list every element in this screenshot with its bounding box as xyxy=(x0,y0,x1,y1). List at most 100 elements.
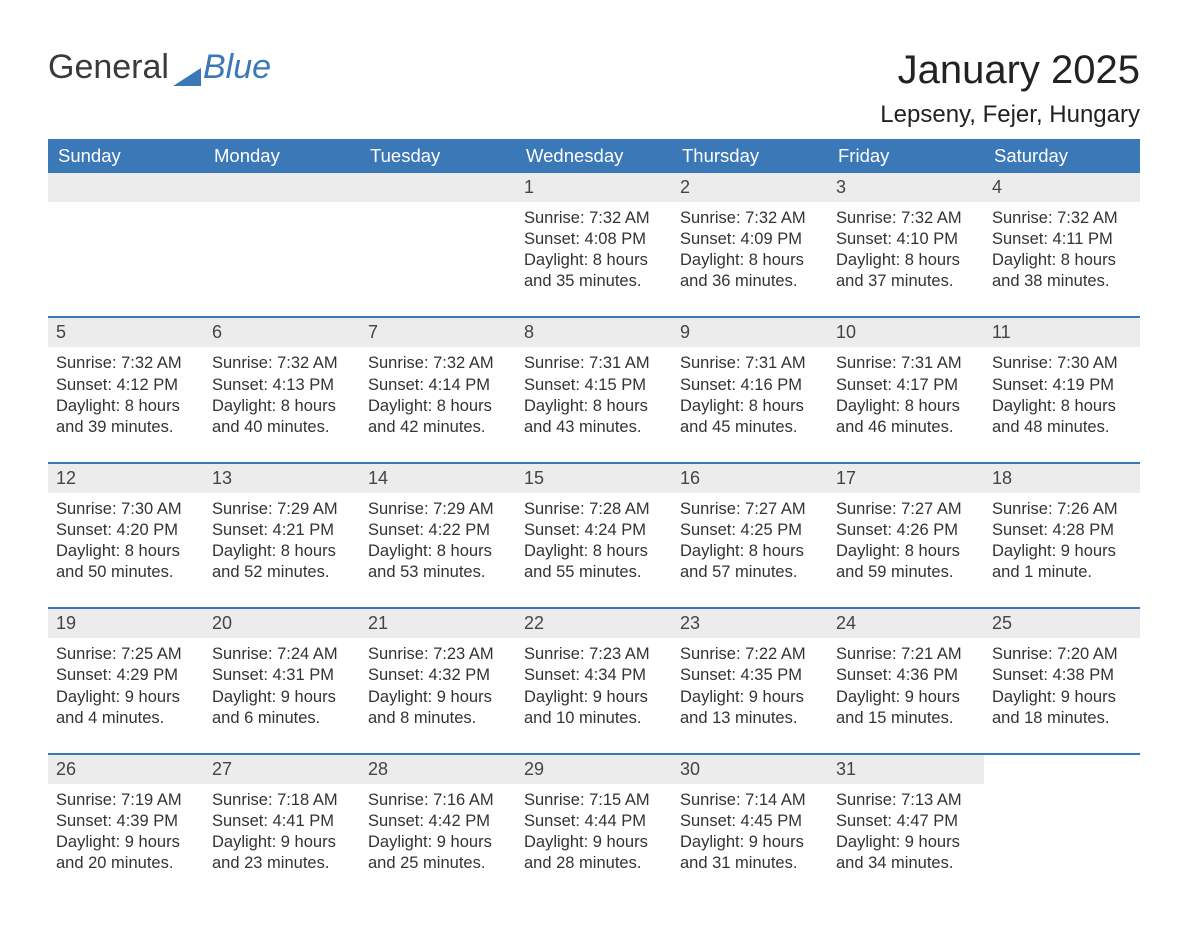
sunset-value: 4:36 PM xyxy=(836,666,958,684)
daylight-value: Daylight: 8 hours and 39 minutes. xyxy=(56,396,196,438)
day-data: 7:23 AM4:34 PMDaylight: 9 hours and 10 m… xyxy=(516,638,672,752)
sunrise-value: 7:27 AM xyxy=(680,500,806,518)
sunset-value: 4:16 PM xyxy=(680,376,802,394)
daylight-value: Daylight: 9 hours and 23 minutes. xyxy=(212,832,352,874)
sunset-value: 4:34 PM xyxy=(524,666,646,684)
day-data: 7:22 AM4:35 PMDaylight: 9 hours and 13 m… xyxy=(672,638,828,752)
sunset-value: 4:32 PM xyxy=(368,666,490,684)
day-data: 7:32 AM4:11 PMDaylight: 8 hours and 38 m… xyxy=(984,202,1140,316)
daylight-value: Daylight: 9 hours and 25 minutes. xyxy=(368,832,508,874)
daylight-value: Daylight: 9 hours and 10 minutes. xyxy=(524,687,664,729)
daylight-value: Daylight: 9 hours and 18 minutes. xyxy=(992,687,1132,729)
sunset-value: 4:14 PM xyxy=(368,376,490,394)
sunrise-value: 7:22 AM xyxy=(680,645,806,663)
day-number: 30 xyxy=(672,755,828,784)
day-number: 25 xyxy=(984,609,1140,638)
sunset-value: 4:42 PM xyxy=(368,812,490,830)
day-number: 7 xyxy=(360,318,516,347)
calendar-cell: 297:15 AM4:44 PMDaylight: 9 hours and 28… xyxy=(516,754,672,898)
calendar-cell: 287:16 AM4:42 PMDaylight: 9 hours and 25… xyxy=(360,754,516,898)
day-number: 24 xyxy=(828,609,984,638)
day-data: 7:27 AM4:26 PMDaylight: 8 hours and 59 m… xyxy=(828,493,984,607)
calendar-cell xyxy=(984,754,1140,898)
daylight-value: Daylight: 9 hours and 28 minutes. xyxy=(524,832,664,874)
calendar-cell: 137:29 AM4:21 PMDaylight: 8 hours and 52… xyxy=(204,463,360,608)
sunrise-value: 7:13 AM xyxy=(836,791,962,809)
calendar-head: Sunday Monday Tuesday Wednesday Thursday… xyxy=(48,139,1140,173)
weekday-header: Thursday xyxy=(672,139,828,173)
sunset-value: 4:19 PM xyxy=(992,376,1114,394)
sunset-value: 4:10 PM xyxy=(836,230,958,248)
day-data: 7:13 AM4:47 PMDaylight: 9 hours and 34 m… xyxy=(828,784,984,898)
day-number: 17 xyxy=(828,464,984,493)
calendar-cell: 37:32 AM4:10 PMDaylight: 8 hours and 37 … xyxy=(828,173,984,317)
day-number: 1 xyxy=(516,173,672,202)
header-row: General Blue January 2025 Lepseny, Fejer… xyxy=(48,48,1140,129)
calendar-cell: 177:27 AM4:26 PMDaylight: 8 hours and 59… xyxy=(828,463,984,608)
calendar-cell: 277:18 AM4:41 PMDaylight: 9 hours and 23… xyxy=(204,754,360,898)
day-data: 7:26 AM4:28 PMDaylight: 9 hours and 1 mi… xyxy=(984,493,1140,607)
sunrise-value: 7:30 AM xyxy=(992,354,1118,372)
daylight-value: Daylight: 8 hours and 48 minutes. xyxy=(992,396,1132,438)
day-number: 13 xyxy=(204,464,360,493)
day-number: 12 xyxy=(48,464,204,493)
calendar-cell: 267:19 AM4:39 PMDaylight: 9 hours and 20… xyxy=(48,754,204,898)
daylight-value: Daylight: 9 hours and 1 minute. xyxy=(992,541,1132,583)
day-number: 29 xyxy=(516,755,672,784)
day-data: 7:15 AM4:44 PMDaylight: 9 hours and 28 m… xyxy=(516,784,672,898)
calendar-cell: 257:20 AM4:38 PMDaylight: 9 hours and 18… xyxy=(984,608,1140,753)
daylight-value: Daylight: 8 hours and 45 minutes. xyxy=(680,396,820,438)
day-number: 20 xyxy=(204,609,360,638)
daylight-value: Daylight: 9 hours and 34 minutes. xyxy=(836,832,976,874)
day-number: 9 xyxy=(672,318,828,347)
sunrise-value: 7:18 AM xyxy=(212,791,338,809)
sunset-value: 4:09 PM xyxy=(680,230,802,248)
sunrise-value: 7:24 AM xyxy=(212,645,338,663)
day-number: 22 xyxy=(516,609,672,638)
day-number: 8 xyxy=(516,318,672,347)
day-number: 18 xyxy=(984,464,1140,493)
day-number: 4 xyxy=(984,173,1140,202)
daylight-value: Daylight: 8 hours and 36 minutes. xyxy=(680,250,820,292)
daylight-value: Daylight: 8 hours and 50 minutes. xyxy=(56,541,196,583)
daylight-value: Daylight: 8 hours and 40 minutes. xyxy=(212,396,352,438)
day-data: 7:32 AM4:09 PMDaylight: 8 hours and 36 m… xyxy=(672,202,828,316)
calendar-cell: 157:28 AM4:24 PMDaylight: 8 hours and 55… xyxy=(516,463,672,608)
daylight-value: Daylight: 8 hours and 35 minutes. xyxy=(524,250,664,292)
sunrise-value: 7:31 AM xyxy=(524,354,650,372)
day-number xyxy=(48,173,204,202)
calendar-week-row: 197:25 AM4:29 PMDaylight: 9 hours and 4 … xyxy=(48,608,1140,753)
sunset-value: 4:25 PM xyxy=(680,521,802,539)
daylight-value: Daylight: 9 hours and 6 minutes. xyxy=(212,687,352,729)
calendar-cell: 307:14 AM4:45 PMDaylight: 9 hours and 31… xyxy=(672,754,828,898)
daylight-value: Daylight: 8 hours and 53 minutes. xyxy=(368,541,508,583)
sunrise-value: 7:20 AM xyxy=(992,645,1118,663)
calendar-cell: 97:31 AM4:16 PMDaylight: 8 hours and 45 … xyxy=(672,317,828,462)
day-number: 2 xyxy=(672,173,828,202)
calendar-cell: 57:32 AM4:12 PMDaylight: 8 hours and 39 … xyxy=(48,317,204,462)
calendar-cell xyxy=(48,173,204,317)
sunrise-value: 7:32 AM xyxy=(368,354,494,372)
sunset-value: 4:22 PM xyxy=(368,521,490,539)
daylight-value: Daylight: 8 hours and 42 minutes. xyxy=(368,396,508,438)
sunrise-value: 7:32 AM xyxy=(524,209,650,227)
brand-word-1: General xyxy=(48,48,169,87)
sunset-value: 4:13 PM xyxy=(212,376,334,394)
day-number: 31 xyxy=(828,755,984,784)
day-number: 15 xyxy=(516,464,672,493)
calendar-cell: 117:30 AM4:19 PMDaylight: 8 hours and 48… xyxy=(984,317,1140,462)
calendar-cell xyxy=(204,173,360,317)
calendar-week-row: 267:19 AM4:39 PMDaylight: 9 hours and 20… xyxy=(48,754,1140,898)
page: General Blue January 2025 Lepseny, Fejer… xyxy=(0,0,1188,938)
day-data: 7:31 AM4:17 PMDaylight: 8 hours and 46 m… xyxy=(828,347,984,461)
day-data: 7:31 AM4:15 PMDaylight: 8 hours and 43 m… xyxy=(516,347,672,461)
sunrise-value: 7:21 AM xyxy=(836,645,962,663)
day-data: 7:14 AM4:45 PMDaylight: 9 hours and 31 m… xyxy=(672,784,828,898)
day-data: 7:32 AM4:13 PMDaylight: 8 hours and 40 m… xyxy=(204,347,360,461)
calendar-cell: 27:32 AM4:09 PMDaylight: 8 hours and 36 … xyxy=(672,173,828,317)
calendar-cell: 207:24 AM4:31 PMDaylight: 9 hours and 6 … xyxy=(204,608,360,753)
sunrise-value: 7:25 AM xyxy=(56,645,182,663)
daylight-value: Daylight: 9 hours and 13 minutes. xyxy=(680,687,820,729)
weekday-header: Tuesday xyxy=(360,139,516,173)
day-number: 21 xyxy=(360,609,516,638)
